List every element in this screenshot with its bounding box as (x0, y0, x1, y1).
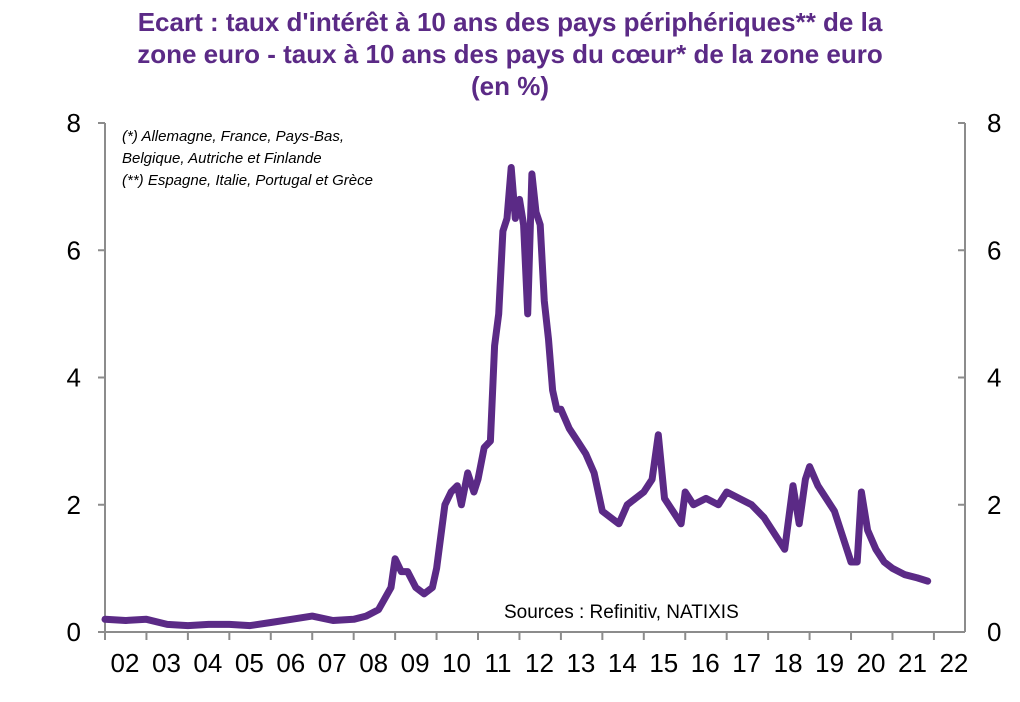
chart-title-line-2: zone euro - taux à 10 ans des pays du cœ… (137, 39, 883, 69)
y-tick-label-left: 8 (67, 108, 81, 138)
series-layer (101, 164, 932, 630)
y-tick-label-right: 6 (987, 235, 1001, 265)
x-tick-label: 20 (857, 648, 886, 678)
x-tick-label: 03 (152, 648, 181, 678)
x-tick-label: 22 (939, 648, 968, 678)
x-tick-label: 05 (235, 648, 264, 678)
x-tick-label: 19 (815, 648, 844, 678)
x-tick-label: 12 (525, 648, 554, 678)
y-tick-label-left: 2 (67, 490, 81, 520)
x-tick-label: 09 (401, 648, 430, 678)
x-tick-label: 10 (442, 648, 471, 678)
y-tick-label-right: 8 (987, 108, 1001, 138)
axis-ticks: 0 02 24 46 68 802 03 04 05 06 07 08 09 10 11 12 13 14 15 16… (67, 108, 1002, 678)
y-tick-label-left: 6 (67, 235, 81, 265)
x-tick-label: 18 (774, 648, 803, 678)
x-tick-label: 04 (193, 648, 222, 678)
y-tick-label-right: 0 (987, 617, 1001, 647)
x-tick-label: 14 (608, 648, 637, 678)
x-tick-label: 08 (359, 648, 388, 678)
x-tick-label: 16 (691, 648, 720, 678)
x-tick-label: 17 (732, 648, 761, 678)
note-line-2: Belgique, Autriche et Finlande (122, 150, 322, 167)
source-note: Sources : Refinitiv, NATIXIS (504, 602, 739, 623)
x-tick-label: 11 (485, 648, 512, 678)
x-tick-label: 13 (566, 648, 595, 678)
note-line-3: (**) Espagne, Italie, Portugal et Grèce (122, 172, 373, 189)
x-tick-label: 15 (649, 648, 678, 678)
x-tick-label: 02 (111, 648, 140, 678)
x-tick-label: 21 (898, 648, 927, 678)
chart-title-line-3: (en %) (471, 71, 549, 101)
x-tick-label: 07 (318, 648, 347, 678)
y-tick-label-left: 0 (67, 617, 81, 647)
y-tick-label-right: 4 (987, 363, 1001, 393)
chart-title-line-1: Ecart : taux d'intérêt à 10 ans des pays… (137, 7, 883, 37)
y-tick-label-left: 4 (67, 363, 81, 393)
chart-title: Ecart : taux d'intérêt à 10 ans des pays… (0, 6, 1020, 102)
y-tick-label-right: 2 (987, 490, 1001, 520)
x-tick-label: 06 (276, 648, 305, 678)
series-line-spread (101, 164, 932, 630)
note-line-1: (*) Allemagne, France, Pays-Bas, (122, 128, 344, 145)
